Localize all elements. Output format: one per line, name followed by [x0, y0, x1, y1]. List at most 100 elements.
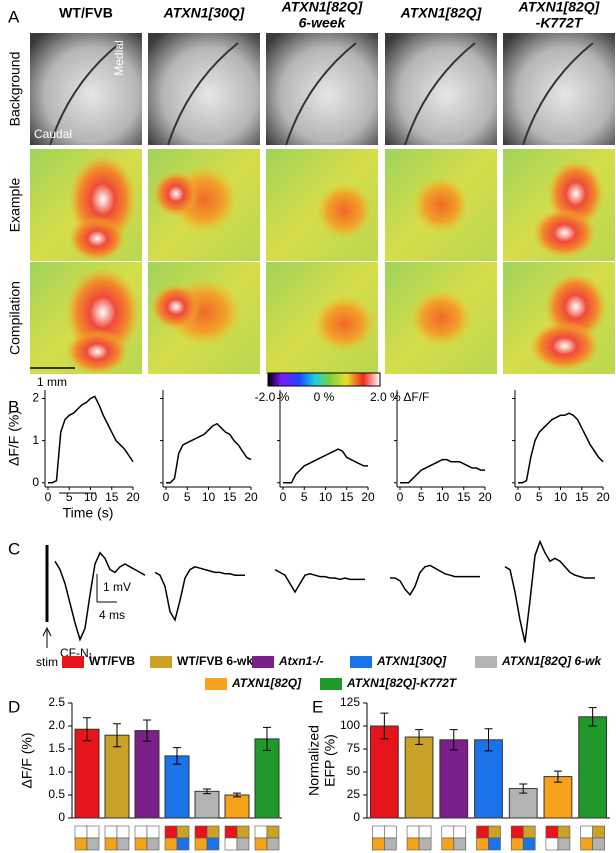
error-bar [203, 788, 211, 795]
orientation-label: Medial [112, 40, 126, 75]
group-icon-cell [476, 837, 489, 851]
y-tick-label: 1 [32, 433, 39, 447]
group-icon-cell [104, 837, 118, 851]
error-bar [263, 726, 271, 751]
background-image [385, 33, 497, 145]
bar [104, 734, 130, 819]
y-axis-label: ΔF/F (%) [19, 732, 35, 788]
legend-label: ATXN1[30Q] [376, 654, 447, 668]
scale-bar-label: 1 mm [37, 375, 67, 389]
scale-bar-label: 4 ms [99, 608, 125, 622]
vessel [285, 42, 357, 146]
group-icon-cell [194, 837, 208, 851]
group-icon-cell [266, 825, 280, 839]
group-icon-cell [418, 837, 432, 851]
activity-blob [413, 177, 469, 233]
panel-letter: C [8, 539, 20, 558]
legend-swatch [62, 656, 84, 668]
group-icon-cell [372, 825, 385, 839]
group-icon-cell [545, 837, 559, 851]
group-icon-cell [116, 837, 130, 851]
orientation-label: Caudal [34, 127, 72, 141]
column-title: WT/FVB [59, 5, 113, 21]
x-axis-label: Time (s) [63, 505, 114, 521]
error-bar [449, 729, 458, 751]
vessel [167, 42, 239, 146]
group-icon-cell [224, 825, 238, 839]
y-tick-label: 0 [58, 810, 65, 824]
trace [400, 458, 485, 484]
y-tick-label: 1.0 [48, 764, 65, 778]
bar [74, 728, 100, 819]
y-axis-label: Normalized [306, 725, 322, 796]
x-tick-label: 20 [244, 490, 258, 504]
group-icon-cell [592, 837, 605, 851]
activity-blob [410, 290, 472, 346]
group-icon-cell [453, 837, 467, 851]
bar [224, 794, 250, 819]
x-tick-label: 5 [536, 490, 543, 504]
legend-swatch [320, 678, 342, 690]
group-icon-cell [74, 837, 88, 851]
x-tick-label: 10 [202, 490, 216, 504]
x-tick-label: 20 [126, 490, 140, 504]
y-tick-label: 2 [32, 391, 39, 405]
colorbar-label: 2.0 % ΔF/F [370, 390, 429, 404]
group-icon-cell [164, 837, 178, 851]
group-icon-cell [176, 837, 190, 851]
y-axis-label: EFP (%) [322, 734, 338, 787]
x-tick-label: 20 [596, 490, 610, 504]
group-icon-cell [372, 837, 385, 851]
error-bar [83, 717, 91, 742]
activity-blob [313, 295, 376, 352]
group-icon-cell [236, 837, 250, 851]
error-bar [380, 712, 389, 740]
group-icon-cell [254, 825, 268, 839]
group-icon-cell [116, 825, 130, 839]
group-icon-cell [580, 825, 593, 839]
colorbar-label: 0 % [314, 390, 335, 404]
group-icon-cell [557, 837, 571, 851]
stim-arrow [42, 626, 52, 648]
group-icon-cell [441, 837, 455, 851]
bar [254, 738, 280, 819]
group-icon-cell [206, 825, 220, 839]
x-tick-label: 15 [340, 490, 354, 504]
group-icon-cell [266, 837, 280, 851]
panel-letter: B [8, 397, 19, 416]
activity-blob [533, 208, 596, 258]
error-bar [113, 723, 121, 748]
activity-blob [530, 321, 600, 371]
x-tick-label: 10 [436, 490, 450, 504]
group-icon-cell [236, 825, 250, 839]
legend-label: ATXN1[82Q]-K772T [346, 676, 458, 690]
column-title: -K772T [536, 15, 584, 31]
background-image [503, 33, 615, 145]
activity-blob [69, 216, 126, 261]
column-title: ATXN1[82Q] [400, 5, 483, 21]
group-icon-cell [510, 825, 524, 839]
x-tick-label: 10 [554, 490, 568, 504]
row-label: Background [7, 52, 23, 127]
column-title: ATXN1[82Q] [518, 0, 601, 15]
legend-label: ATXN1[82Q] [231, 676, 302, 690]
x-tick-label: 15 [457, 490, 471, 504]
group-icon-cell [418, 825, 432, 839]
legend-label: ATXN1[82Q] 6-wk [501, 654, 602, 668]
x-tick-label: 15 [575, 490, 589, 504]
error-bar [588, 707, 597, 727]
x-tick-label: 10 [319, 490, 333, 504]
x-tick-label: 15 [105, 490, 119, 504]
group-icon-cell [164, 825, 178, 839]
group-icon-cell [406, 825, 420, 839]
group-icon-cell [254, 837, 268, 851]
group-icon-cell [134, 837, 148, 851]
group-icon-cell [206, 837, 220, 851]
error-bar [173, 747, 181, 765]
x-tick-label: 0 [163, 490, 170, 504]
column-title: ATXN1[30Q] [163, 5, 246, 21]
colorbar-label: -2.0 % [255, 390, 290, 404]
x-tick-label: 0 [397, 490, 404, 504]
row-label: Compilation [7, 281, 23, 355]
x-tick-label: 20 [361, 490, 375, 504]
